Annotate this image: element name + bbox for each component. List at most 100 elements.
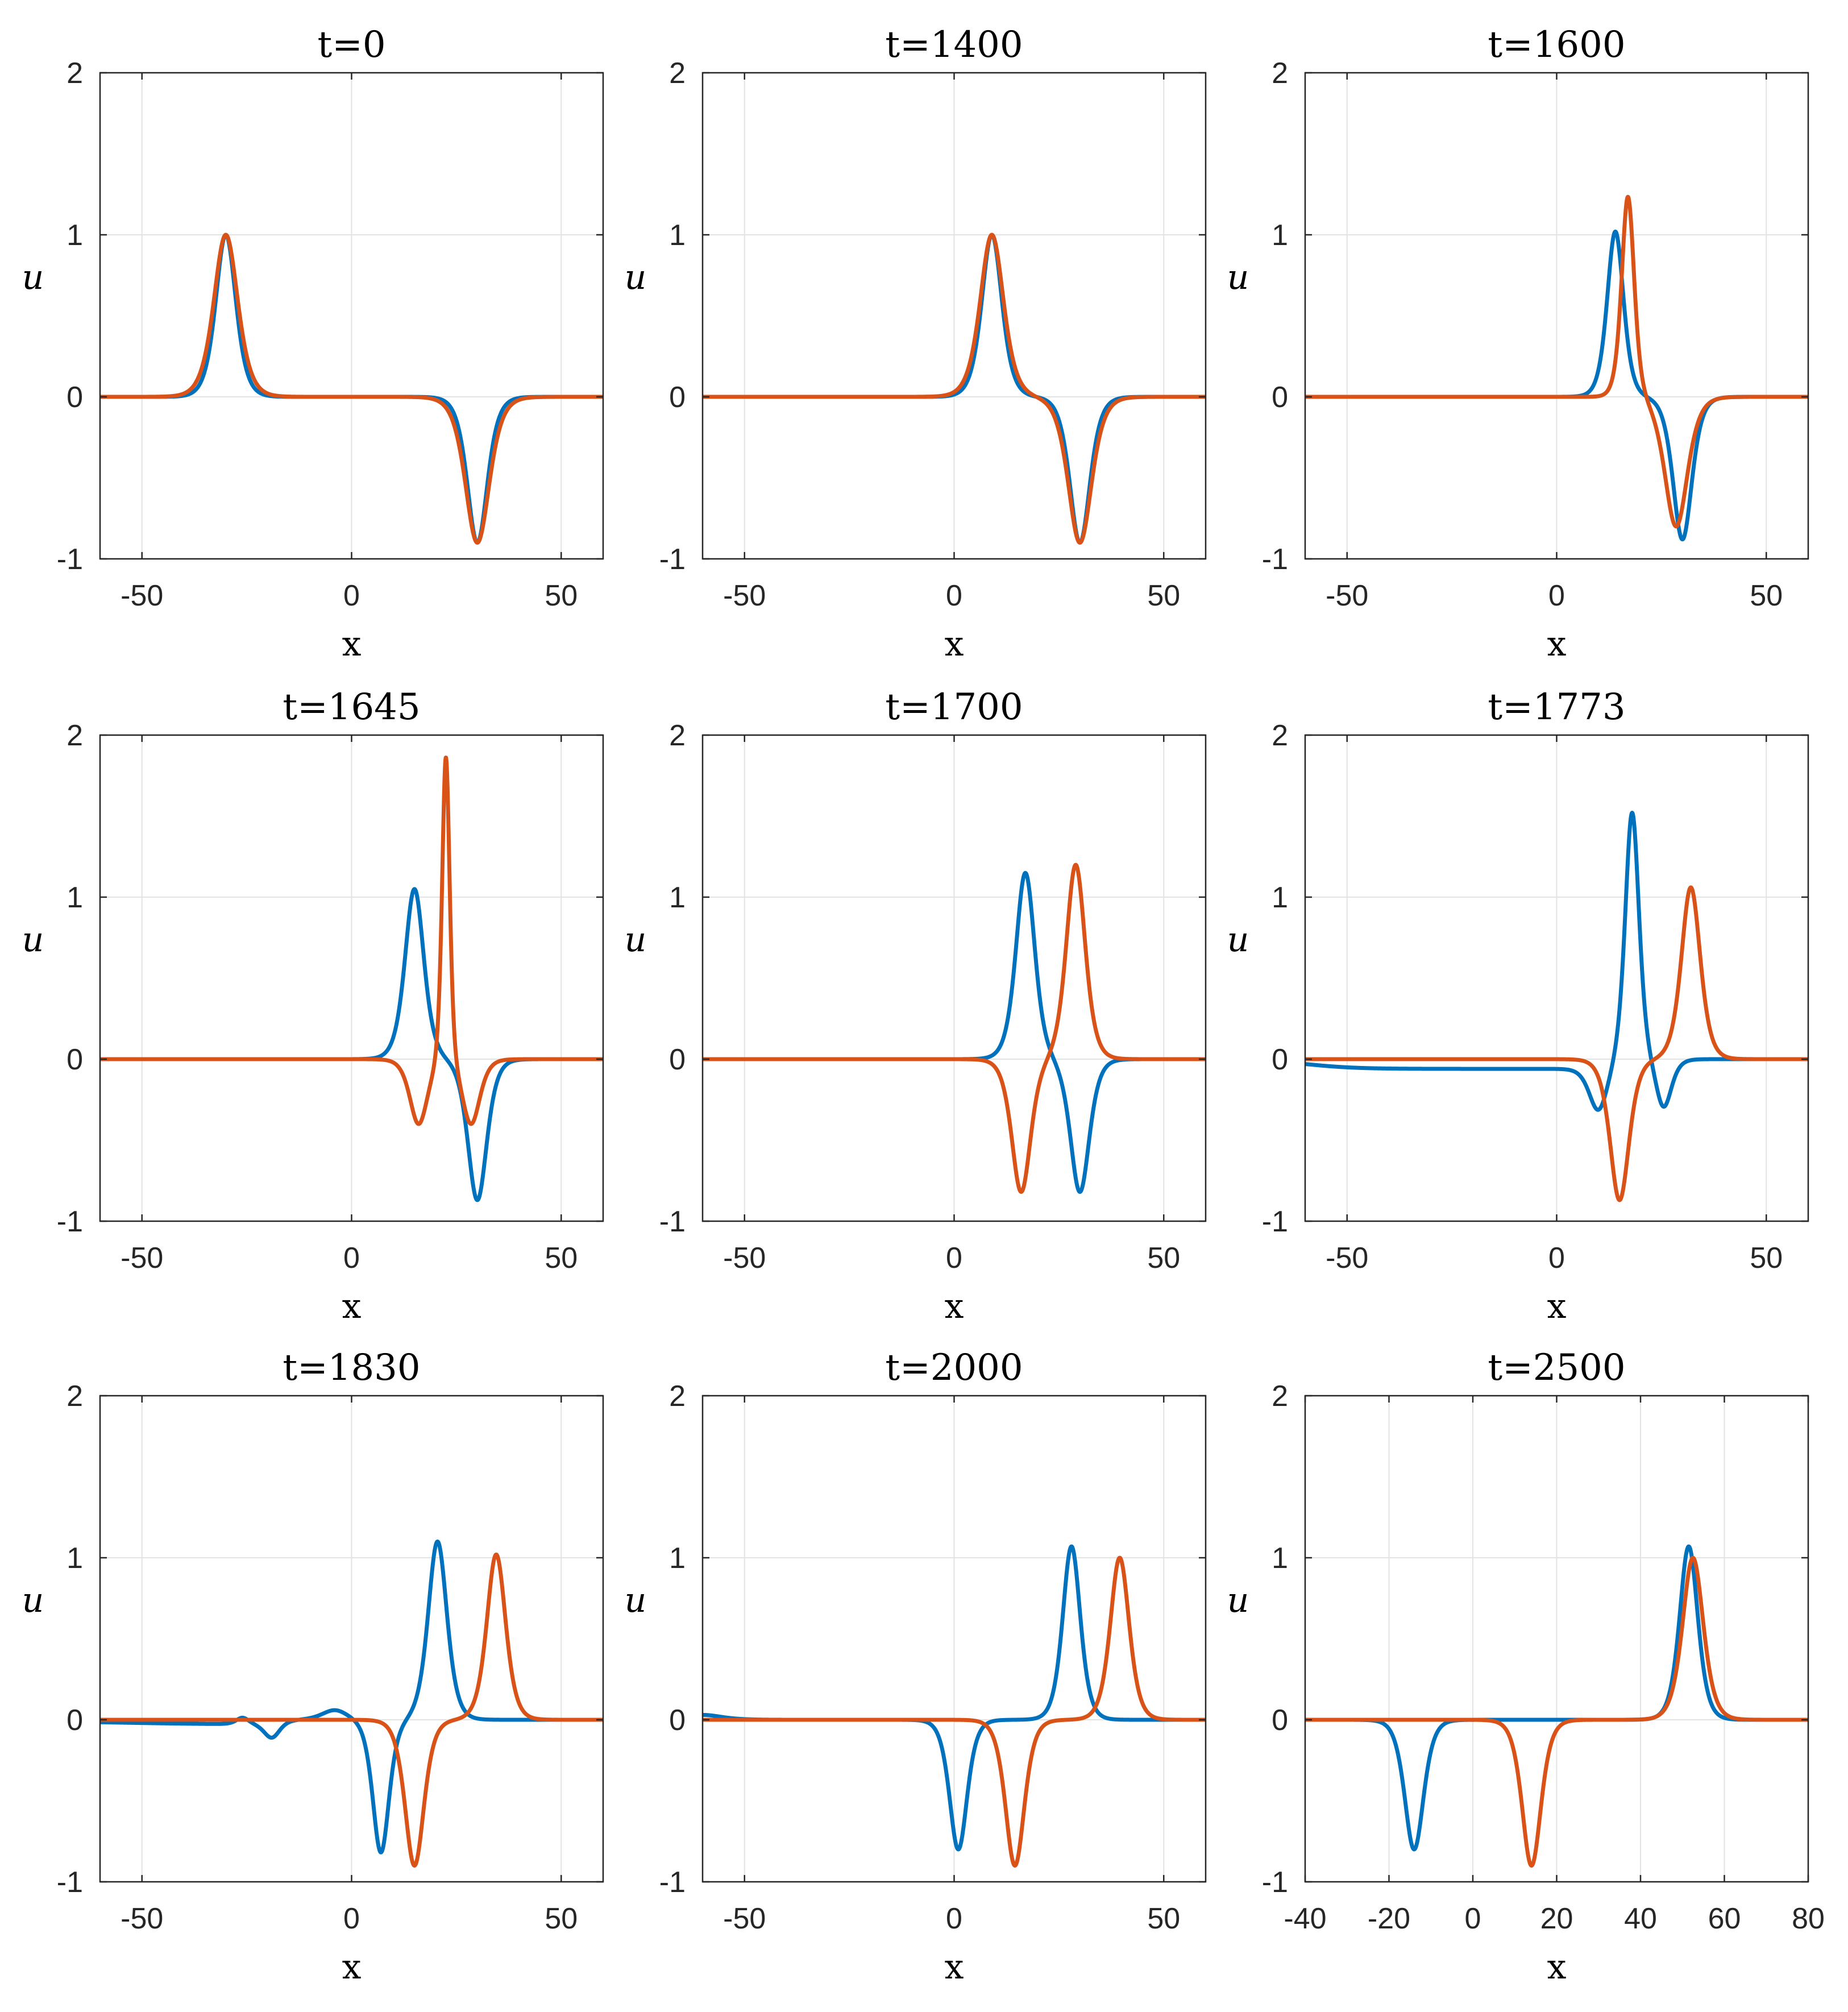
y-tick-label: 1 [669, 881, 686, 914]
y-tick-label: -1 [659, 1866, 686, 1899]
x-axis-label: x [945, 1287, 964, 1326]
subplot-7: -50 0 50 -1 0 1 2 t=1830 x u [22, 1347, 604, 1987]
y-tick-label: 1 [67, 1542, 83, 1575]
x-tick-label: 40 [1624, 1902, 1657, 1935]
x-tick-label: -50 [121, 1902, 163, 1935]
x-tick-label: 0 [1548, 1242, 1565, 1275]
subplot-5: -50 0 50 -1 0 1 2 t=1700 x u [625, 686, 1207, 1326]
x-tick-label: -50 [1326, 1242, 1368, 1275]
x-tick-label: -50 [723, 579, 766, 612]
y-tick-label: 0 [1272, 1043, 1288, 1076]
series-line-orange [1305, 194, 1808, 529]
x-tick-label: -50 [1326, 579, 1368, 612]
subplot-8: -50 0 50 -1 0 1 2 t=2000 x u [625, 1347, 1207, 1987]
x-tick-label: 0 [343, 1902, 360, 1935]
y-tick-label: -1 [57, 543, 83, 576]
series-line-orange [703, 1555, 1206, 1868]
subplot-3: -50 0 50 -1 0 1 2 t=1600 x u [1227, 24, 1809, 664]
x-tick-label: -50 [121, 579, 163, 612]
x-tick-label: 0 [343, 1242, 360, 1275]
y-tick-label: 1 [67, 881, 83, 914]
x-tick-label: 0 [946, 579, 962, 612]
y-tick-label: 2 [669, 1380, 686, 1413]
x-tick-label: -50 [121, 1242, 163, 1275]
series-line-orange [100, 233, 603, 545]
y-axis-label: u [625, 1580, 647, 1620]
x-axis-label: x [1547, 624, 1567, 664]
y-tick-label: -1 [659, 543, 686, 576]
y-tick-label: 1 [67, 219, 83, 252]
series-line-orange [100, 756, 603, 1126]
x-axis-label: x [342, 1287, 362, 1326]
y-tick-label: 0 [1272, 381, 1288, 414]
y-tick-label: 2 [1272, 57, 1288, 90]
y-tick-label: -1 [1262, 1866, 1288, 1899]
subplot-title: t=1400 [885, 24, 1023, 66]
x-tick-label: -50 [723, 1242, 766, 1275]
y-axis-label: u [625, 920, 647, 960]
y-tick-label: -1 [57, 1205, 83, 1238]
y-tick-label: 2 [67, 57, 83, 90]
y-axis-label: u [22, 1580, 44, 1620]
series-line-orange [1305, 885, 1808, 1202]
subplot-1: -50 0 50 -1 0 1 2 t=0 x u [22, 24, 604, 664]
y-tick-label: 0 [669, 381, 686, 414]
x-axis-label: x [1547, 1287, 1567, 1326]
x-tick-label: -50 [723, 1902, 766, 1935]
x-tick-label: 50 [545, 579, 578, 612]
subplot-4: -50 0 50 -1 0 1 2 t=1645 x u [22, 686, 604, 1326]
y-tick-label: -1 [1262, 1205, 1288, 1238]
x-tick-label: 50 [1750, 579, 1783, 612]
y-axis-label: u [625, 258, 647, 297]
subplot-6: -50 0 50 -1 0 1 2 t=1773 x u [1227, 686, 1809, 1326]
subplot-title: t=1645 [283, 686, 420, 728]
x-tick-label: 50 [1147, 579, 1180, 612]
x-axis-label: x [945, 624, 964, 664]
y-axis-label: u [1227, 920, 1249, 960]
y-axis-label: u [1227, 1580, 1249, 1620]
y-tick-label: 2 [669, 57, 686, 90]
x-axis-label: x [342, 1947, 362, 1987]
y-tick-label: 0 [669, 1043, 686, 1076]
y-tick-label: 2 [1272, 719, 1288, 752]
subplot-title: t=0 [317, 24, 385, 66]
x-axis-label: x [945, 1947, 964, 1987]
subplot-9: -40 -20 0 20 40 60 80 -1 0 1 2 t=2500 x u [1227, 1347, 1825, 1987]
y-tick-label: 0 [669, 1704, 686, 1737]
x-tick-label: 0 [343, 579, 360, 612]
subplot-2: -50 0 50 -1 0 1 2 t=1400 x u [625, 24, 1207, 664]
y-tick-label: 0 [67, 381, 83, 414]
y-tick-label: 1 [669, 219, 686, 252]
x-tick-label: 80 [1792, 1902, 1825, 1935]
y-tick-label: 2 [1272, 1380, 1288, 1413]
y-tick-label: 0 [1272, 1704, 1288, 1737]
x-tick-label: 50 [545, 1902, 578, 1935]
x-axis-label: x [342, 624, 362, 664]
x-tick-label: 0 [946, 1902, 962, 1935]
series-line-orange [100, 1552, 603, 1868]
x-tick-label: 60 [1708, 1902, 1741, 1935]
y-tick-label: -1 [1262, 543, 1288, 576]
x-tick-label: -20 [1368, 1902, 1410, 1935]
y-axis-label: u [22, 258, 44, 297]
x-tick-label: 0 [946, 1242, 962, 1275]
y-tick-label: 1 [1272, 1542, 1288, 1575]
x-tick-label: 50 [1750, 1242, 1783, 1275]
x-tick-label: 0 [1465, 1902, 1481, 1935]
y-tick-label: 1 [1272, 881, 1288, 914]
y-axis-label: u [22, 920, 44, 960]
subplot-title: t=2000 [885, 1347, 1023, 1389]
x-axis-label: x [1547, 1947, 1567, 1987]
series-line-blue [1305, 811, 1808, 1112]
y-axis-label: u [1227, 258, 1249, 297]
y-tick-label: 2 [67, 1380, 83, 1413]
y-tick-label: -1 [659, 1205, 686, 1238]
x-tick-label: 50 [1147, 1242, 1180, 1275]
x-tick-label: -40 [1284, 1902, 1326, 1935]
subplot-title: t=1830 [283, 1347, 420, 1389]
x-tick-label: 50 [1147, 1902, 1180, 1935]
y-tick-label: 2 [669, 719, 686, 752]
y-tick-label: 0 [67, 1043, 83, 1076]
series-line-orange [703, 862, 1206, 1194]
